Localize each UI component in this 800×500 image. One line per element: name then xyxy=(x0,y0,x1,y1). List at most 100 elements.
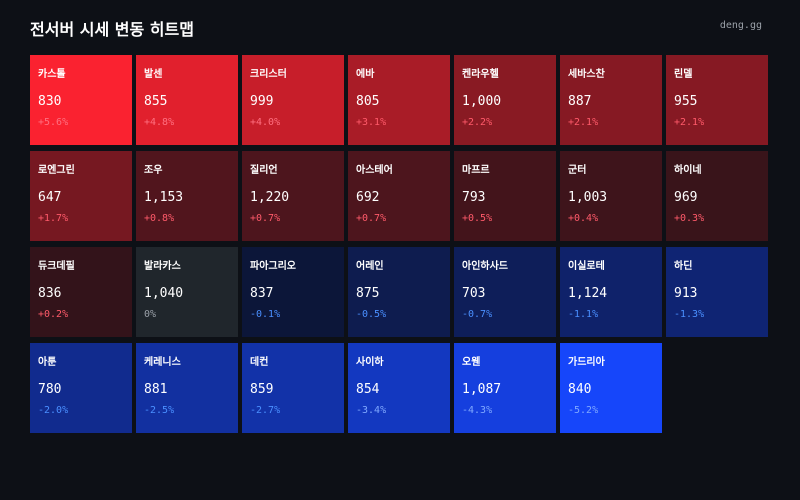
price-change: -0.5% xyxy=(356,309,387,320)
server-price: 859 xyxy=(250,382,274,397)
price-change: -0.7% xyxy=(462,309,493,320)
heatmap-tile[interactable]: 어레인 875 -0.5% xyxy=(348,247,450,337)
server-name: 이실로테 xyxy=(568,261,605,272)
heatmap-tile[interactable]: 가드리아 840 -5.2% xyxy=(560,343,662,433)
price-change: +2.1% xyxy=(568,117,599,128)
server-price: 881 xyxy=(144,382,168,397)
price-change: -0.1% xyxy=(250,309,281,320)
heatmap-tile[interactable]: 조우 1,153 +0.8% xyxy=(136,151,238,241)
server-name: 케레니스 xyxy=(144,357,181,368)
server-price: 887 xyxy=(568,94,592,109)
brand-link[interactable]: deng.gg xyxy=(719,20,762,31)
price-change: +0.3% xyxy=(674,213,705,224)
heatmap-tile[interactable]: 질리언 1,220 +0.7% xyxy=(242,151,344,241)
price-change: -1.3% xyxy=(674,309,705,320)
server-name: 조우 xyxy=(144,165,163,176)
price-change: +2.2% xyxy=(462,117,493,128)
server-name: 크리스터 xyxy=(250,69,287,80)
heatmap-tile[interactable]: 마프르 793 +0.5% xyxy=(454,151,556,241)
server-name: 듀크데필 xyxy=(38,261,75,272)
price-change: -1.1% xyxy=(568,309,599,320)
server-price: 805 xyxy=(356,94,380,109)
server-name: 발센 xyxy=(144,69,163,80)
heatmap-tile[interactable]: 로엔그린 647 +1.7% xyxy=(30,151,132,241)
heatmap-tile[interactable]: 사이하 854 -3.4% xyxy=(348,343,450,433)
server-price: 955 xyxy=(674,94,698,109)
server-name: 아스테어 xyxy=(356,165,393,176)
server-price: 999 xyxy=(250,94,274,109)
server-price: 854 xyxy=(356,382,380,397)
heatmap-tile[interactable]: 린델 955 +2.1% xyxy=(666,55,768,145)
server-price: 855 xyxy=(144,94,168,109)
server-name: 로엔그린 xyxy=(38,165,75,176)
heatmap-tile[interactable]: 아스테어 692 +0.7% xyxy=(348,151,450,241)
server-name: 발라카스 xyxy=(144,261,181,272)
price-change: +0.4% xyxy=(568,213,599,224)
heatmap-tile[interactable]: 케레니스 881 -2.5% xyxy=(136,343,238,433)
server-price: 969 xyxy=(674,190,698,205)
heatmap-tile[interactable]: 아인하사드 703 -0.7% xyxy=(454,247,556,337)
heatmap-tile[interactable]: 하이네 969 +0.3% xyxy=(666,151,768,241)
server-price: 837 xyxy=(250,286,274,301)
price-change: +4.8% xyxy=(144,117,175,128)
server-price: 1,220 xyxy=(250,190,290,205)
price-change: -2.0% xyxy=(38,405,69,416)
price-change: +0.7% xyxy=(250,213,281,224)
price-change: +5.6% xyxy=(38,117,69,128)
heatmap-tile[interactable]: 크리스터 999 +4.0% xyxy=(242,55,344,145)
server-name: 하이네 xyxy=(674,165,702,176)
heatmap-tile[interactable]: 파아그리오 837 -0.1% xyxy=(242,247,344,337)
server-name: 오웬 xyxy=(462,357,481,368)
server-price: 1,000 xyxy=(462,94,502,109)
server-price: 1,087 xyxy=(462,382,502,397)
price-change: +0.2% xyxy=(38,309,69,320)
price-change: +2.1% xyxy=(674,117,705,128)
heatmap-tile[interactable]: 카스톨 830 +5.6% xyxy=(30,55,132,145)
price-change: -4.3% xyxy=(462,405,493,416)
heatmap-tile[interactable]: 세바스찬 887 +2.1% xyxy=(560,55,662,145)
server-price: 692 xyxy=(356,190,380,205)
price-change: -3.4% xyxy=(356,405,387,416)
heatmap-tile[interactable]: 데컨 859 -2.7% xyxy=(242,343,344,433)
server-price: 875 xyxy=(356,286,380,301)
server-name: 군터 xyxy=(568,165,587,176)
heatmap-tile[interactable]: 발라카스 1,040 0% xyxy=(136,247,238,337)
heatmap-tile[interactable]: 군터 1,003 +0.4% xyxy=(560,151,662,241)
server-price: 913 xyxy=(674,286,698,301)
price-change: 0% xyxy=(144,309,157,320)
server-name: 파아그리오 xyxy=(250,261,296,272)
server-price: 703 xyxy=(462,286,486,301)
heatmap-tile[interactable]: 하딘 913 -1.3% xyxy=(666,247,768,337)
heatmap-tile[interactable]: 듀크데필 836 +0.2% xyxy=(30,247,132,337)
heatmap-tile[interactable]: 오웬 1,087 -4.3% xyxy=(454,343,556,433)
server-price: 840 xyxy=(568,382,592,397)
price-change: +4.0% xyxy=(250,117,281,128)
heatmap-tile[interactable]: 발센 855 +4.8% xyxy=(136,55,238,145)
heatmap-tile[interactable]: 켄라우헬 1,000 +2.2% xyxy=(454,55,556,145)
server-name: 세바스찬 xyxy=(568,69,605,80)
price-change: -2.7% xyxy=(250,405,281,416)
server-price: 780 xyxy=(38,382,62,397)
server-price: 793 xyxy=(462,190,486,205)
server-price: 1,003 xyxy=(568,190,608,205)
server-name: 켄라우헬 xyxy=(462,69,499,80)
server-price: 647 xyxy=(38,190,62,205)
heatmap-tile[interactable]: 이실로테 1,124 -1.1% xyxy=(560,247,662,337)
heatmap-tile[interactable]: 에바 805 +3.1% xyxy=(348,55,450,145)
server-name: 질리언 xyxy=(250,165,278,176)
server-name: 카스톨 xyxy=(38,69,66,80)
server-price: 1,124 xyxy=(568,286,608,301)
price-change: -5.2% xyxy=(568,405,599,416)
server-name: 아인하사드 xyxy=(462,261,508,272)
server-name: 가드리아 xyxy=(568,357,605,368)
server-name: 아툰 xyxy=(38,357,57,368)
heatmap-grid: 카스톨 830 +5.6% 발센 855 +4.8% 크리스터 999 +4.0% 에바 805 +3… xyxy=(30,55,770,435)
page-title: 전서버 시세 변동 히트맵 xyxy=(30,20,194,39)
price-change: -2.5% xyxy=(144,405,175,416)
heatmap-tile[interactable]: 아툰 780 -2.0% xyxy=(30,343,132,433)
server-name: 데컨 xyxy=(250,357,269,368)
price-change: +1.7% xyxy=(38,213,69,224)
server-name: 사이하 xyxy=(356,357,384,368)
price-change: +0.7% xyxy=(356,213,387,224)
price-change: +0.5% xyxy=(462,213,493,224)
